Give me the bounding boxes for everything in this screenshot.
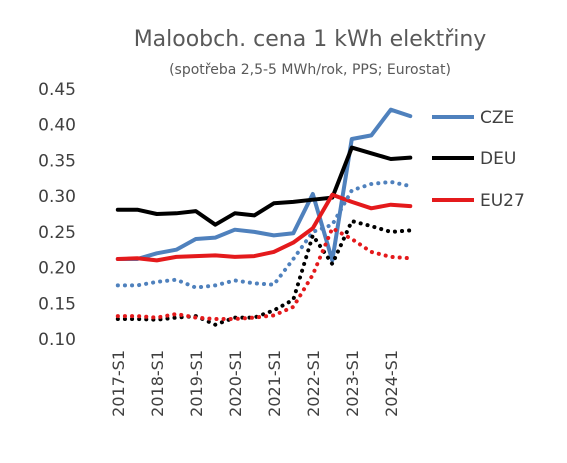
x-tick-label: 2024-S1 <box>382 350 401 417</box>
legend-label-eu27: EU27 <box>480 191 525 211</box>
y-tick-label: 0.40 <box>38 116 76 136</box>
y-tick-label: 0.20 <box>38 259 76 279</box>
chart-title: Maloobch. cena 1 kWh elektřiny <box>134 27 487 52</box>
legend-label-cze: CZE <box>480 108 514 128</box>
legend: CZE DEU EU27 <box>432 108 525 211</box>
y-axis: 0.10 0.15 0.20 0.25 0.30 0.35 0.40 0.45 <box>38 80 76 350</box>
series-line-cze <box>115 107 413 263</box>
series-line-dotted-3 <box>115 179 413 290</box>
series-line-dotted-5 <box>115 226 413 321</box>
x-tick-label: 2018-S1 <box>148 350 167 417</box>
x-tick-label: 2020-S1 <box>226 350 245 417</box>
x-tick-label: 2022-S1 <box>304 350 323 417</box>
x-tick-label: 2019-S1 <box>187 350 206 417</box>
y-tick-label: 0.15 <box>38 294 76 314</box>
x-tick-label: 2017-S1 <box>109 350 128 417</box>
x-tick-label: 2021-S1 <box>265 350 284 417</box>
y-tick-label: 0.45 <box>38 80 76 100</box>
x-tick-label: 2023-S1 <box>343 350 362 417</box>
plot-area <box>115 107 413 327</box>
y-tick-label: 0.25 <box>38 223 76 243</box>
y-tick-label: 0.10 <box>38 330 76 350</box>
series-line-deu <box>115 145 413 227</box>
y-tick-label: 0.30 <box>38 187 76 207</box>
legend-label-deu: DEU <box>480 149 516 169</box>
series-line-dotted-4 <box>115 219 413 327</box>
y-tick-label: 0.35 <box>38 151 76 171</box>
x-axis: 2017-S1 2018-S1 2019-S1 2020-S1 2021-S1 2022-… <box>109 350 401 417</box>
chart-subtitle: (spotřeba 2,5-5 MWh/rok, PPS; Eurostat) <box>169 62 451 78</box>
series-line-eu27 <box>115 192 413 263</box>
